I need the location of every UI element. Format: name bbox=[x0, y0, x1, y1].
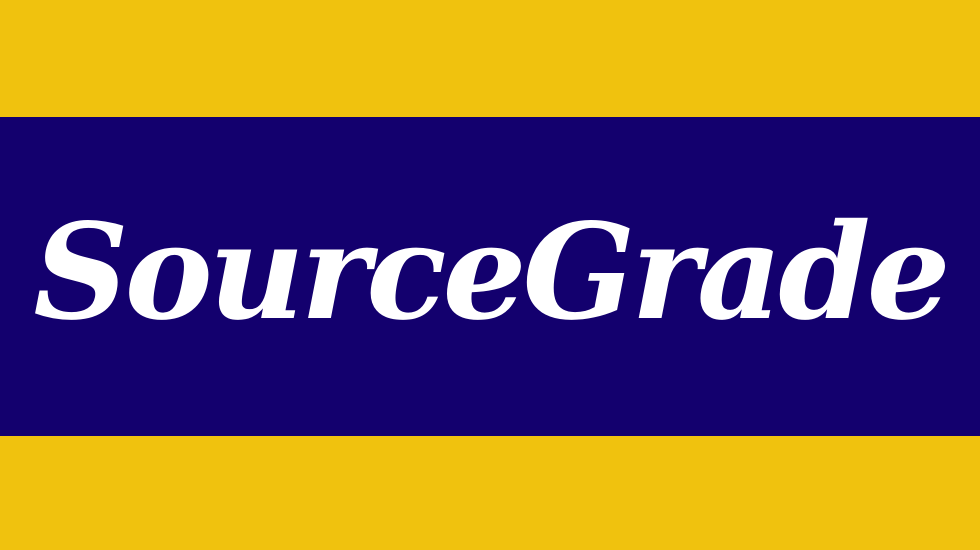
logo-band: SourceGrade bbox=[0, 117, 980, 436]
logo-wordmark: SourceGrade bbox=[33, 194, 950, 350]
top-stripe bbox=[0, 0, 980, 117]
bottom-stripe bbox=[0, 436, 980, 550]
